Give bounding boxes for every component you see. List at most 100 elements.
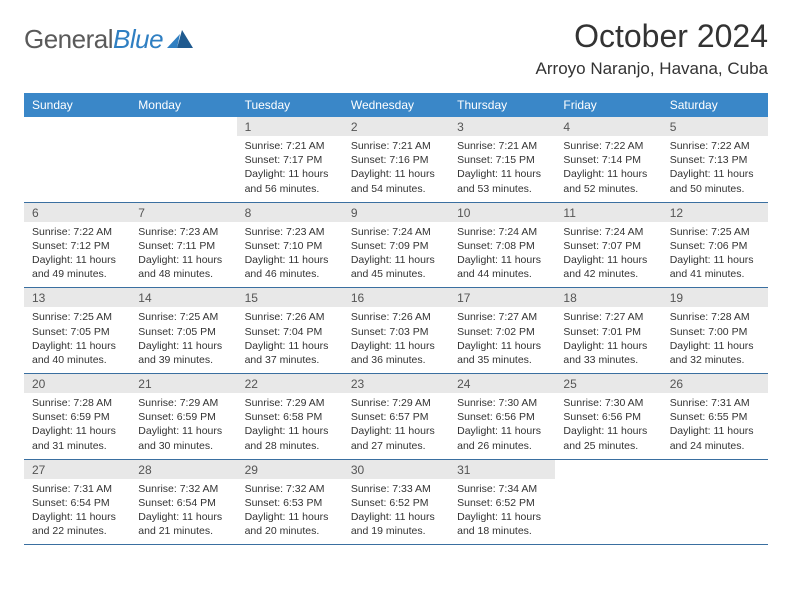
day-content-row: Sunrise: 7:31 AMSunset: 6:54 PM Daylight:…: [24, 479, 768, 545]
day-content-cell: Sunrise: 7:27 AMSunset: 7:02 PMDaylight:…: [449, 307, 555, 373]
daylight-line: Daylight: 11 hours and 53 minutes.: [457, 167, 547, 195]
day-number-cell: [662, 459, 768, 479]
daylight-line: Daylight: 11 hours and 54 minutes.: [351, 167, 441, 195]
day-number-cell: 11: [555, 202, 661, 222]
sunrise-line: Sunrise: 7:28 AM: [670, 310, 760, 324]
sunset-line: Sunset: 7:03 PM: [351, 325, 441, 339]
location: Arroyo Naranjo, Havana, Cuba: [536, 59, 768, 79]
day-content-cell: Sunrise: 7:30 AMSunset: 6:56 PMDaylight:…: [449, 393, 555, 459]
day-content-cell: Sunrise: 7:30 AMSunset: 6:56 PMDaylight:…: [555, 393, 661, 459]
day-number-cell: 30: [343, 459, 449, 479]
day-content-cell: Sunrise: 7:26 AMSunset: 7:04 PMDaylight:…: [237, 307, 343, 373]
day-number-cell: 16: [343, 288, 449, 308]
daylight-line: Daylight: 11 hours and 18 minutes.: [457, 510, 547, 538]
sunset-line: Sunset: 6:52 PM: [457, 496, 547, 510]
sunrise-line: Sunrise: 7:27 AM: [457, 310, 547, 324]
day-content-cell: [662, 479, 768, 545]
day-content-cell: Sunrise: 7:21 AMSunset: 7:17 PMDaylight:…: [237, 136, 343, 202]
weekday-header: Friday: [555, 93, 661, 117]
day-number-cell: 26: [662, 374, 768, 394]
day-content-row: Sunrise: 7:28 AMSunset: 6:59 PMDaylight:…: [24, 393, 768, 459]
sunrise-line: Sunrise: 7:32 AM: [138, 482, 228, 496]
daylight-line: Daylight: 11 hours and 52 minutes.: [563, 167, 653, 195]
sunset-line: Sunset: 6:59 PM: [32, 410, 122, 424]
day-number-cell: 7: [130, 202, 236, 222]
sunrise-line: Sunrise: 7:24 AM: [563, 225, 653, 239]
sunset-line: Sunset: 7:01 PM: [563, 325, 653, 339]
header: GeneralBlue October 2024 Arroyo Naranjo,…: [24, 18, 768, 79]
day-content-cell: Sunrise: 7:24 AMSunset: 7:08 PMDaylight:…: [449, 222, 555, 288]
sunrise-line: Sunrise: 7:34 AM: [457, 482, 547, 496]
day-content-cell: Sunrise: 7:24 AMSunset: 7:09 PMDaylight:…: [343, 222, 449, 288]
day-content-row: Sunrise: 7:21 AMSunset: 7:17 PMDaylight:…: [24, 136, 768, 202]
day-content-cell: Sunrise: 7:25 AMSunset: 7:06 PMDaylight:…: [662, 222, 768, 288]
daylight-line: Daylight: 11 hours and 30 minutes.: [138, 424, 228, 452]
daylight-line: Daylight: 11 hours and 31 minutes.: [32, 424, 122, 452]
daylight-line: Daylight: 11 hours and 56 minutes.: [245, 167, 335, 195]
day-content-cell: Sunrise: 7:29 AMSunset: 6:58 PMDaylight:…: [237, 393, 343, 459]
sunset-line: Sunset: 6:56 PM: [563, 410, 653, 424]
day-number-cell: [130, 117, 236, 136]
sunrise-line: Sunrise: 7:21 AM: [457, 139, 547, 153]
daylight-line: Daylight: 11 hours and 41 minutes.: [670, 253, 760, 281]
day-content-cell: [130, 136, 236, 202]
day-number-row: 20212223242526: [24, 374, 768, 394]
day-number-cell: 31: [449, 459, 555, 479]
daylight-line: Daylight: 11 hours and 48 minutes.: [138, 253, 228, 281]
sunset-line: Sunset: 6:54 PM: [32, 496, 122, 510]
daylight-line: Daylight: 11 hours and 26 minutes.: [457, 424, 547, 452]
day-content-cell: Sunrise: 7:25 AMSunset: 7:05 PMDaylight:…: [24, 307, 130, 373]
day-content-cell: Sunrise: 7:22 AMSunset: 7:14 PMDaylight:…: [555, 136, 661, 202]
day-number-row: 2728293031: [24, 459, 768, 479]
day-number-cell: 1: [237, 117, 343, 136]
sunrise-line: Sunrise: 7:22 AM: [32, 225, 122, 239]
sunset-line: Sunset: 7:07 PM: [563, 239, 653, 253]
day-number-row: 6789101112: [24, 202, 768, 222]
day-number-cell: 9: [343, 202, 449, 222]
day-content-row: Sunrise: 7:22 AMSunset: 7:12 PMDaylight:…: [24, 222, 768, 288]
day-number-cell: 18: [555, 288, 661, 308]
day-number-cell: 13: [24, 288, 130, 308]
sunset-line: Sunset: 6:53 PM: [245, 496, 335, 510]
day-content-cell: Sunrise: 7:32 AMSunset: 6:53 PMDaylight:…: [237, 479, 343, 545]
day-number-cell: 12: [662, 202, 768, 222]
sunrise-line: Sunrise: 7:32 AM: [245, 482, 335, 496]
sunrise-line: Sunrise: 7:25 AM: [138, 310, 228, 324]
day-number-cell: 29: [237, 459, 343, 479]
sunset-line: Sunset: 7:05 PM: [138, 325, 228, 339]
day-number-cell: 23: [343, 374, 449, 394]
sunrise-line: Sunrise: 7:28 AM: [32, 396, 122, 410]
sunrise-line: Sunrise: 7:33 AM: [351, 482, 441, 496]
sunset-line: Sunset: 7:10 PM: [245, 239, 335, 253]
day-number-cell: 17: [449, 288, 555, 308]
title-block: October 2024 Arroyo Naranjo, Havana, Cub…: [536, 18, 768, 79]
sunrise-line: Sunrise: 7:26 AM: [245, 310, 335, 324]
day-number-cell: 4: [555, 117, 661, 136]
daylight-line: Daylight: 11 hours and 36 minutes.: [351, 339, 441, 367]
sunrise-line: Sunrise: 7:23 AM: [245, 225, 335, 239]
sunrise-line: Sunrise: 7:27 AM: [563, 310, 653, 324]
daylight-line: Daylight: 11 hours and 44 minutes.: [457, 253, 547, 281]
sunset-line: Sunset: 7:17 PM: [245, 153, 335, 167]
day-content-cell: Sunrise: 7:28 AMSunset: 6:59 PMDaylight:…: [24, 393, 130, 459]
day-number-cell: 15: [237, 288, 343, 308]
sunrise-line: Sunrise: 7:25 AM: [32, 310, 122, 324]
brand-mark-icon: [167, 30, 193, 50]
day-number-cell: 5: [662, 117, 768, 136]
brand-name-part2: Blue: [113, 24, 163, 54]
day-number-cell: 25: [555, 374, 661, 394]
day-number-row: 12345: [24, 117, 768, 136]
sunrise-line: Sunrise: 7:31 AM: [32, 482, 122, 496]
weekday-header: Monday: [130, 93, 236, 117]
daylight-line: Daylight: 11 hours and 28 minutes.: [245, 424, 335, 452]
day-number-cell: 2: [343, 117, 449, 136]
sunrise-line: Sunrise: 7:22 AM: [670, 139, 760, 153]
sunrise-line: Sunrise: 7:24 AM: [351, 225, 441, 239]
daylight-line: Daylight: 11 hours and 33 minutes.: [563, 339, 653, 367]
weekday-header: Sunday: [24, 93, 130, 117]
daylight-line: Daylight: 11 hours and 35 minutes.: [457, 339, 547, 367]
sunset-line: Sunset: 7:02 PM: [457, 325, 547, 339]
sunrise-line: Sunrise: 7:23 AM: [138, 225, 228, 239]
day-content-cell: Sunrise: 7:34 AMSunset: 6:52 PMDaylight:…: [449, 479, 555, 545]
daylight-line: Daylight: 11 hours and 21 minutes.: [138, 510, 228, 538]
